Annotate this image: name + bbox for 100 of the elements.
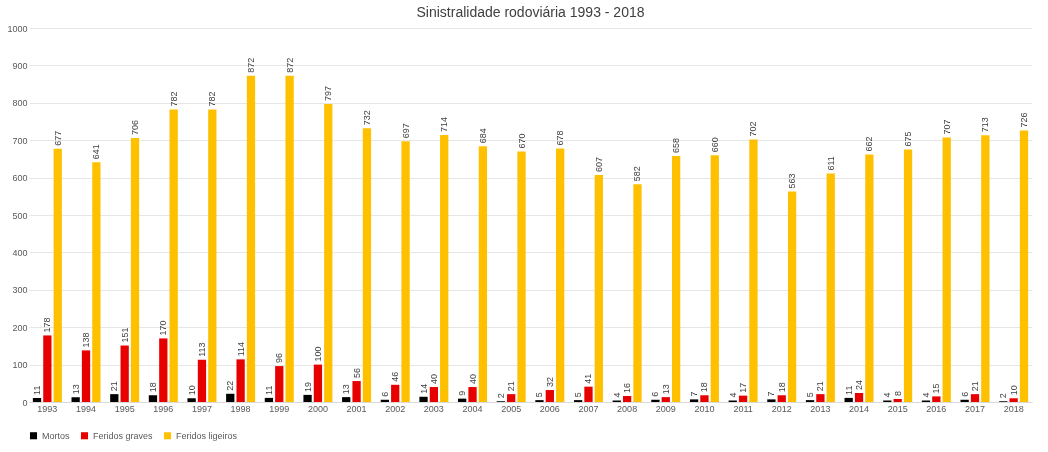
y-tick-label: 800 [12, 98, 28, 109]
x-tick-label: 2003 [423, 403, 444, 414]
data-label: 782 [168, 91, 179, 107]
data-label: 22 [225, 380, 236, 391]
x-tick-label: 2006 [539, 403, 560, 414]
bar [517, 151, 526, 402]
bar [159, 338, 168, 402]
x-tick-label: 2004 [462, 403, 483, 414]
data-label: 178 [42, 317, 53, 333]
x-tick-label: 2018 [1003, 403, 1024, 414]
data-label: 10 [1008, 385, 1019, 396]
y-tick-label: 400 [12, 247, 28, 258]
bar [777, 395, 786, 402]
data-label: 24 [854, 380, 865, 391]
data-label: 684 [477, 128, 488, 144]
data-label: 670 [516, 133, 527, 149]
data-label: 138 [81, 332, 92, 348]
bar [981, 135, 990, 402]
data-label: 6 [959, 391, 970, 397]
x-tick-label: 2010 [694, 403, 715, 414]
data-label: 697 [400, 123, 411, 139]
data-label: 702 [748, 121, 759, 137]
y-tick-label: 700 [12, 135, 28, 146]
data-label: 10 [186, 385, 197, 396]
data-label: 21 [969, 381, 980, 392]
bar [352, 381, 361, 402]
chart-title: Sinistralidade rodoviária 1993 - 2018 [416, 4, 645, 20]
bar [362, 128, 372, 402]
x-tick-label: 2002 [385, 403, 406, 414]
y-tick-label: 600 [12, 173, 28, 184]
data-label: 56 [351, 368, 362, 379]
data-label: 7 [766, 391, 777, 397]
bar [767, 399, 776, 402]
bar [401, 141, 410, 402]
bar [942, 137, 951, 402]
data-label: 151 [119, 327, 130, 343]
x-tick-label: 2011 [733, 403, 753, 414]
data-label: 14 [418, 383, 429, 394]
bar [661, 397, 670, 402]
data-label: 16 [622, 383, 633, 394]
y-tick-label: 100 [12, 360, 28, 371]
data-label: 641 [91, 144, 102, 160]
bar [622, 396, 632, 402]
bar [584, 386, 593, 402]
bar [960, 399, 969, 402]
data-label: 732 [361, 110, 372, 126]
bar [419, 396, 428, 402]
data-label: 797 [323, 85, 334, 101]
bar [700, 395, 709, 402]
data-label: 782 [207, 91, 218, 107]
data-label: 5 [573, 392, 584, 398]
x-tick-label: 2016 [926, 403, 947, 414]
bar [92, 162, 101, 402]
bar [285, 75, 294, 402]
x-tick-label: 2008 [617, 403, 638, 414]
bar [130, 137, 140, 402]
bar [651, 399, 660, 402]
bar [556, 148, 565, 402]
legend-label: Feridos graves [93, 430, 154, 441]
data-label: 8 [892, 390, 903, 397]
data-label: 13 [70, 384, 81, 395]
bar [32, 397, 42, 402]
data-label: 41 [583, 373, 594, 384]
y-tick-label: 300 [12, 285, 28, 296]
bar [43, 335, 52, 402]
x-tick-label: 1997 [191, 403, 212, 414]
x-tick-label: 1994 [75, 403, 97, 414]
data-label: 658 [671, 137, 682, 153]
bar [816, 394, 825, 402]
bar [429, 387, 439, 402]
data-label: 2 [998, 393, 1009, 399]
data-label: 4 [920, 392, 931, 398]
data-label: 40 [428, 374, 439, 385]
data-label: 113 [196, 342, 207, 357]
bar [81, 350, 91, 402]
data-label: 18 [776, 382, 787, 393]
data-label: 675 [903, 131, 914, 147]
bar [169, 109, 178, 402]
data-label: 13 [341, 384, 352, 395]
bar [893, 399, 902, 402]
x-tick-label: 2007 [578, 403, 599, 414]
data-label: 662 [864, 136, 875, 152]
bar [246, 75, 256, 402]
bar [633, 184, 642, 402]
bar [391, 384, 400, 402]
x-tick-label: 2017 [964, 403, 986, 414]
x-tick-label: 1998 [230, 403, 251, 414]
bar [932, 396, 941, 402]
data-label: 21 [815, 381, 826, 392]
data-label: 19 [302, 381, 313, 392]
data-label: 9 [457, 390, 468, 396]
x-tick-label: 2012 [771, 403, 792, 414]
bar [865, 154, 874, 402]
y-tick-label: 0 [22, 397, 28, 408]
bar [208, 109, 217, 402]
x-tick-label: 2014 [849, 403, 870, 414]
bar [148, 395, 158, 402]
data-label: 677 [52, 130, 63, 146]
data-label: 46 [390, 371, 401, 382]
bar [342, 397, 351, 402]
